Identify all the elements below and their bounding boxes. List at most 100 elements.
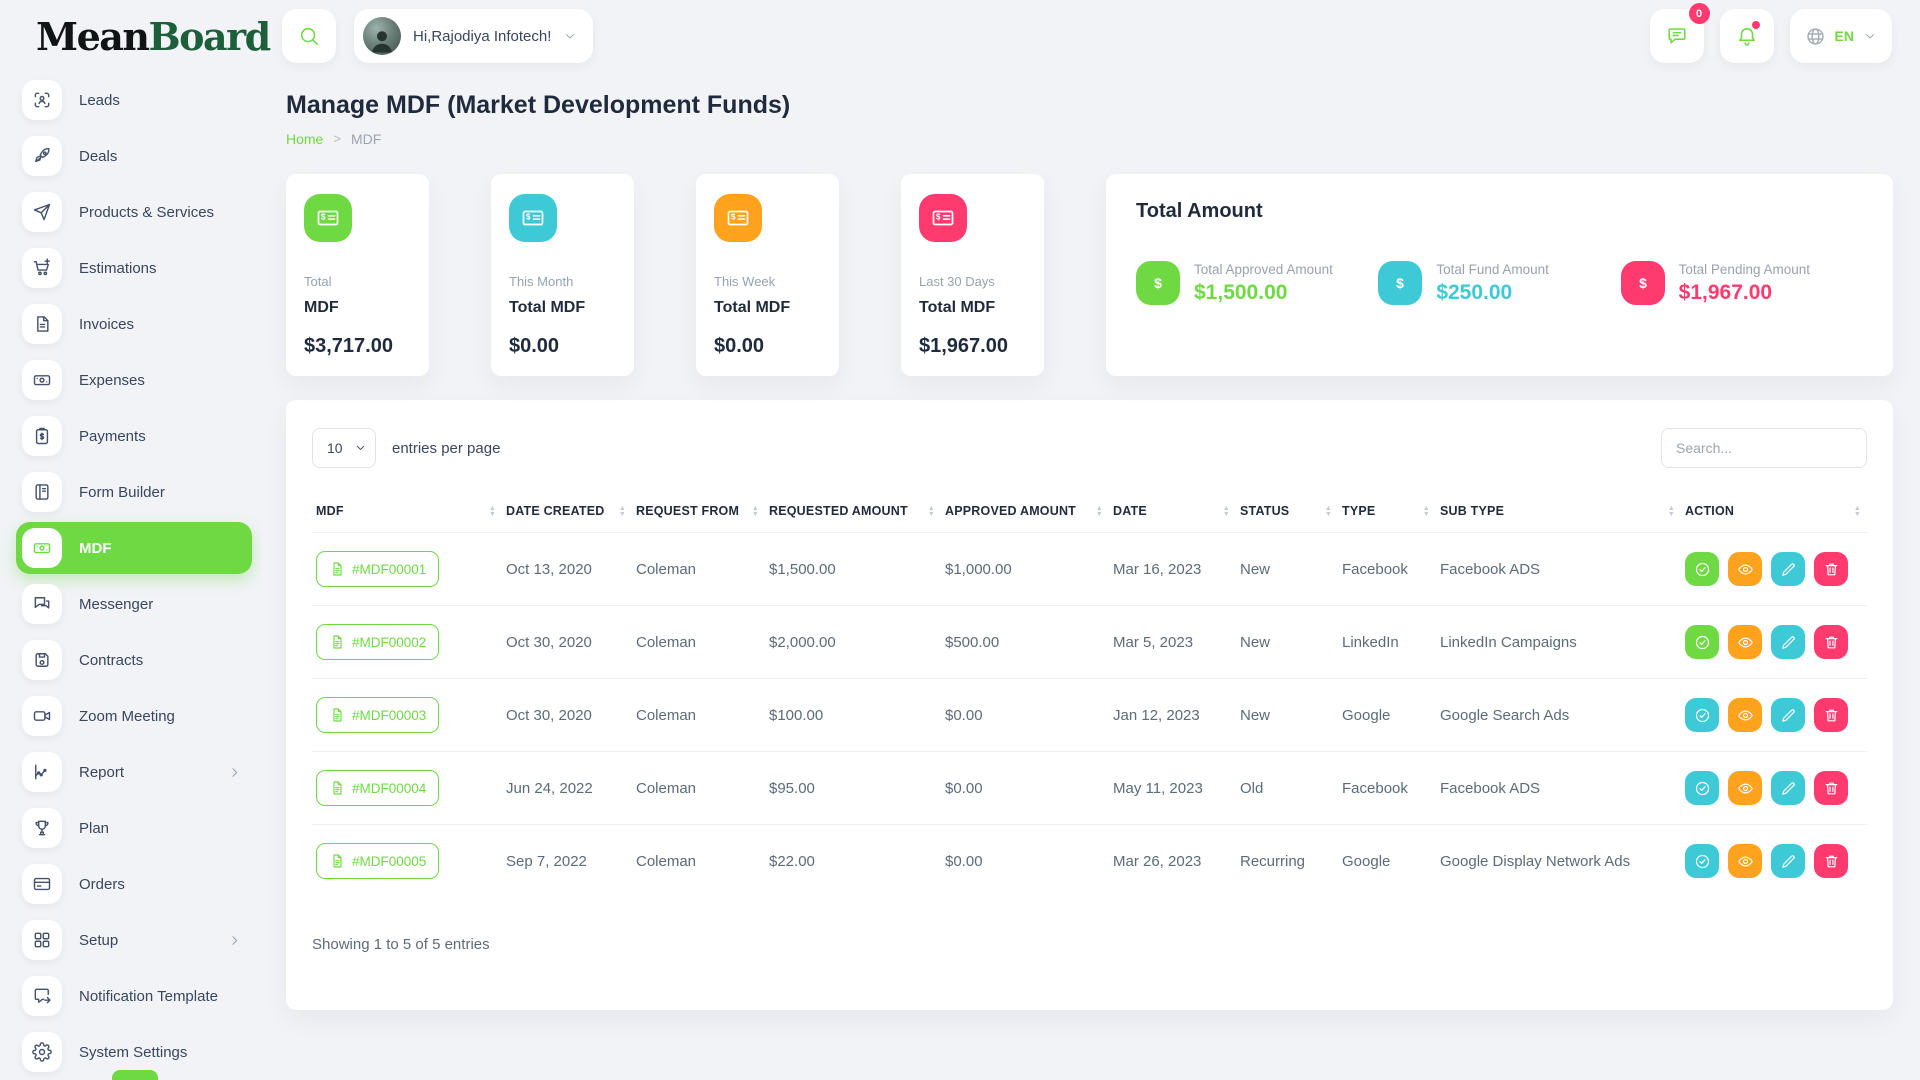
total-amount-value: $250.00 [1436,280,1513,304]
table-row: #MDF00005 Sep 7, 2022 Coleman $22.00 $0.00 Ma… [312,825,1867,898]
delete-action-button[interactable] [1814,698,1848,732]
sort-arrows-icon[interactable]: ▲ ▼ [1853,505,1861,518]
chat-icon [1666,25,1688,47]
sidebar-item-invoices[interactable]: Invoices [16,298,252,350]
send-icon [22,192,62,232]
language-selector[interactable]: EN [1789,9,1892,63]
edit-action-button[interactable] [1771,625,1805,659]
pencil-icon [1780,561,1797,578]
sort-arrows-icon[interactable]: ▲ ▼ [1324,505,1332,518]
mdf-cell: #MDF00002 [312,605,502,679]
search-input[interactable] [1661,428,1867,468]
breadcrumb-home-link[interactable]: Home [286,131,324,147]
approve-action-button[interactable] [1685,698,1719,732]
view-action-button[interactable] [1728,625,1762,659]
check-circle-icon [1694,707,1711,724]
row-actions [1685,844,1859,879]
approve-action-button[interactable] [1685,844,1719,879]
sidebar-item-system-settings[interactable]: System Settings [16,1026,252,1078]
messages-button[interactable]: 0 [1649,3,1710,63]
dollar-icon: $ [1378,261,1423,305]
rocket-icon [22,136,62,176]
sort-arrows-icon[interactable]: ▲ ▼ [927,505,935,518]
table-header-row: MDF ▲ ▼ DATE CREATED ▲ ▼ REQUEST FROM ▲ ▼ REQUEST… [312,494,1867,533]
sort-arrows-icon[interactable]: ▲ ▼ [1667,505,1675,518]
type-cell: Google [1338,678,1436,752]
money-check-icon: $ [919,194,967,242]
summary-card-last-30-days: $ Last 30 Days Total MDF $1,967.00 [901,174,1044,376]
sidebar-item-label: Setup [79,931,119,949]
approve-action-button[interactable] [1685,771,1719,805]
entries-per-page-select[interactable]: 10 [312,428,376,468]
sidebar-item-plan[interactable]: Plan [16,802,252,854]
sidebar-item-messenger[interactable]: Messenger [16,578,252,630]
sidebar-item-zoom-meeting[interactable]: Zoom Meeting [16,690,252,742]
view-action-button[interactable] [1728,698,1762,732]
view-action-button[interactable] [1728,552,1762,586]
sidebar-item-leads[interactable]: Leads [16,74,252,126]
approve-action-button[interactable] [1685,625,1719,659]
search-button[interactable] [282,9,336,63]
mdf-number: #MDF00005 [352,853,427,869]
view-action-button[interactable] [1728,771,1762,805]
user-menu[interactable]: Hi,Rajodiya Infotech! [354,9,594,63]
summary-card-period: Last 30 Days [919,274,995,289]
notifications-button[interactable] [1719,9,1774,63]
sidebar-item-expenses[interactable]: Expenses [16,354,252,406]
pencil-icon [1780,780,1797,797]
header-actions: 0 EN [1649,3,1892,63]
delete-action-button[interactable] [1814,844,1848,879]
mdf-number-badge[interactable]: #MDF00005 [316,843,440,880]
money-check-icon: $ [714,194,762,242]
messages-count-badge: 0 [1688,3,1710,24]
sidebar-item-mdf[interactable]: MDF [16,522,252,574]
edit-action-button[interactable] [1771,552,1805,586]
summary-card-label: Total MDF [714,299,791,316]
sidebar-item-estimations[interactable]: Estimations [16,242,252,294]
page-title: Manage MDF (Market Development Funds) [286,91,791,119]
sort-arrows-icon[interactable]: ▲ ▼ [618,505,626,518]
search-icon [298,25,320,47]
edit-action-button[interactable] [1771,844,1805,879]
sidebar-item-report[interactable]: Report [16,746,252,798]
sidebar-item-label: MDF [79,539,112,557]
edit-action-button[interactable] [1771,771,1805,805]
delete-action-button[interactable] [1814,625,1848,659]
date-cell: Mar 26, 2023 [1113,852,1202,870]
dollar-icon: $ [1136,261,1180,305]
sidebar-item-setup[interactable]: Setup [16,914,252,966]
delete-action-button[interactable] [1814,552,1848,586]
column-header-status: STATUS ▲ ▼ [1236,494,1338,533]
action-cell [1681,825,1867,898]
eye-icon [1737,561,1754,578]
svg-text:$: $ [1639,275,1647,291]
sort-arrows-icon[interactable]: ▲ ▼ [1222,505,1230,518]
sort-arrows-icon[interactable]: ▲ ▼ [1095,505,1103,518]
mdf-number-badge[interactable]: #MDF00004 [316,770,440,806]
approve-action-button[interactable] [1685,552,1719,586]
mdf-number-badge[interactable]: #MDF00002 [316,624,440,660]
sidebar-item-deals[interactable]: Deals [16,130,252,182]
total-amount-texts: Total Pending Amount $1,967.00 [1679,262,1810,305]
view-action-button[interactable] [1728,844,1762,879]
sidebar-item-payments[interactable]: Payments [16,410,252,462]
sort-arrows-icon[interactable]: ▲ ▼ [751,505,759,518]
edit-action-button[interactable] [1771,698,1805,732]
mdf-number-badge[interactable]: #MDF00001 [316,551,440,587]
sort-arrows-icon[interactable]: ▲ ▼ [488,505,496,518]
delete-action-button[interactable] [1814,771,1848,805]
total-amount-label: Total Pending Amount [1678,261,1810,277]
sort-arrows-icon[interactable]: ▲ ▼ [1422,505,1430,518]
sidebar-item-form-builder[interactable]: Form Builder [16,466,252,518]
column-header-mdf: MDF ▲ ▼ [312,494,502,533]
sidebar-item-orders[interactable]: Orders [16,858,252,910]
column-header-label: REQUESTED AMOUNT [769,504,908,518]
bell-icon [1736,25,1758,47]
sidebar-item-contracts[interactable]: Contracts [16,634,252,686]
mdf-cell: #MDF00005 [312,825,502,898]
mdf-number-badge[interactable]: #MDF00003 [316,697,440,733]
sidebar-item-notification-template[interactable]: Notification Template [16,970,252,1022]
money-check-icon: $ [304,194,352,242]
sidebar-item-products-services[interactable]: Products & Services [16,186,252,238]
sidebar-item-label: Zoom Meeting [79,707,175,725]
